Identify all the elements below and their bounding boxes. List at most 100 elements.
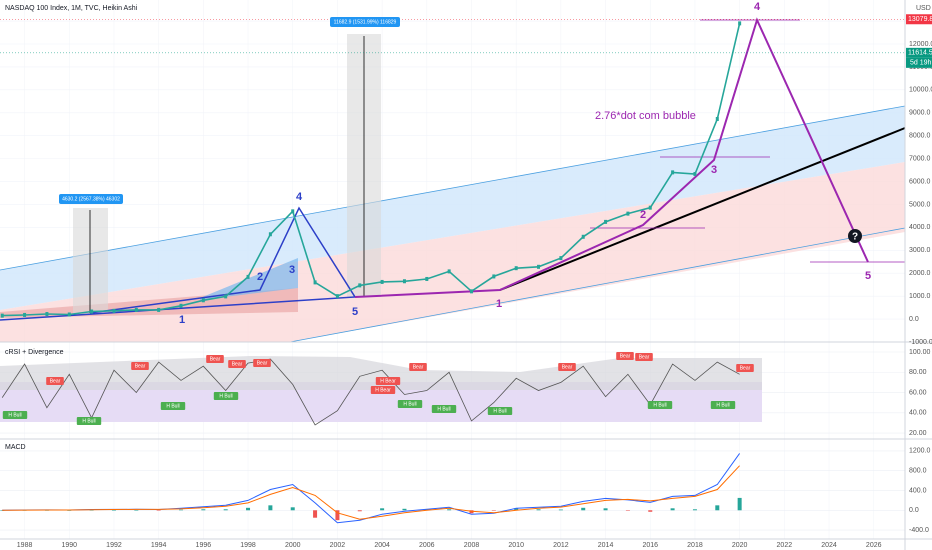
histogram-bar (246, 507, 251, 511)
signal-tag (487, 407, 513, 415)
signal-tag (213, 392, 239, 400)
wave-label: 5 (865, 270, 871, 282)
candle (157, 307, 161, 312)
measure-tag (59, 194, 123, 204)
channel-line (289, 227, 906, 343)
histogram-bar (536, 509, 541, 511)
signal-tag (2, 411, 28, 419)
crsi-band (0, 356, 762, 390)
signal-tag (206, 355, 224, 363)
histogram-bar (67, 510, 72, 511)
candle (559, 256, 563, 261)
channel-line (0, 105, 906, 271)
y-tick-label: 1200.0 (909, 448, 931, 455)
candle (626, 211, 630, 216)
histogram-bar (670, 508, 675, 511)
candle (358, 283, 362, 288)
price-tag (906, 14, 932, 25)
candle (469, 289, 473, 294)
histogram-bar (514, 508, 519, 511)
signal-label: H Bull (437, 406, 450, 412)
signal-tag (228, 360, 246, 368)
y-tick-label: 60.00 (909, 389, 927, 396)
signal-label: H Bull (403, 401, 416, 407)
wave-label: 4 (296, 191, 303, 203)
wave-label: 2 (640, 209, 646, 221)
x-tick-label: 1990 (61, 542, 77, 549)
signal-label: H Bear (380, 378, 396, 384)
y-tick-label: 7000.0 (909, 155, 931, 162)
y-tick-label: 5000.0 (909, 201, 931, 208)
candle (67, 312, 71, 317)
wave-label: 3 (289, 264, 295, 276)
histogram-bar (558, 509, 563, 511)
signal-tag (131, 362, 149, 370)
signal-label: Bear (620, 353, 631, 359)
x-tick-label: 2004 (374, 542, 390, 549)
histogram-bar (603, 508, 608, 511)
y-tick-label: -400.0 (909, 527, 929, 534)
price-tag-label: 13079.8 (908, 16, 932, 23)
histogram-bar (491, 510, 496, 511)
candle (425, 276, 429, 281)
candle (402, 279, 406, 284)
y-tick-label: 6000.0 (909, 178, 931, 185)
x-tick-label: 2012 (553, 542, 569, 549)
signal-label: H Bull (493, 408, 506, 414)
signal-tag (431, 405, 457, 413)
candle (581, 234, 585, 239)
signal-tag (409, 363, 427, 371)
price-line (2, 23, 741, 317)
x-tick-label: 1994 (151, 542, 167, 549)
histogram-bar (335, 510, 340, 521)
histogram-bar (201, 509, 206, 511)
candle (0, 313, 4, 318)
candle (268, 232, 272, 237)
y-tick-label: 400.0 (909, 487, 927, 494)
histogram-bar (715, 505, 720, 511)
signal-label: Bear (257, 360, 268, 366)
note: 2.76*dot com bubble (595, 110, 696, 122)
histogram-bar (402, 508, 407, 511)
candle (224, 294, 228, 299)
x-tick-label: 1988 (17, 542, 33, 549)
signal-label: Bear (50, 378, 61, 384)
x-tick-label: 2008 (464, 542, 480, 549)
signal-tag (647, 401, 673, 409)
candle (90, 309, 94, 314)
wave-label: 1 (496, 298, 502, 310)
y-tick-label: 10000.0 (909, 87, 932, 94)
y-tick-label: 1000.0 (909, 293, 931, 300)
countdown-tag (906, 57, 932, 68)
trend-line (499, 127, 906, 291)
x-tick-label: 2006 (419, 542, 435, 549)
candle (537, 264, 541, 269)
candle (738, 21, 742, 26)
x-tick-label: 1998 (240, 542, 256, 549)
histogram-bar (179, 509, 183, 511)
candle (201, 298, 205, 303)
signal-label: Bear (232, 361, 243, 367)
currency: USD (916, 5, 931, 12)
signal-tag (253, 359, 271, 367)
y-tick-label: 40.00 (909, 410, 927, 417)
question-label: ? (852, 232, 858, 243)
histogram-bar (737, 497, 742, 511)
candle (604, 219, 608, 224)
signal-label: Bear (413, 364, 424, 370)
signal-tag (558, 363, 576, 371)
signal-label: H Bear (375, 387, 391, 393)
x-tick-label: 2024 (821, 542, 837, 549)
chart-title: NASDAQ 100 Index, 1M, TVC, Heikin Ashi (5, 5, 138, 12)
wave-line (0, 206, 357, 321)
signal-label: Bear (210, 356, 221, 362)
crsi-line (1, 358, 740, 426)
signal-tag (397, 400, 423, 408)
measure-label: 4630.2 (2567.38%) 46302 (62, 196, 120, 202)
y-tick-label: 3000.0 (909, 247, 931, 254)
histogram-bar (268, 505, 273, 511)
candle (179, 303, 183, 308)
x-tick-label: 2010 (508, 542, 524, 549)
signal-label: H Bull (653, 402, 666, 408)
